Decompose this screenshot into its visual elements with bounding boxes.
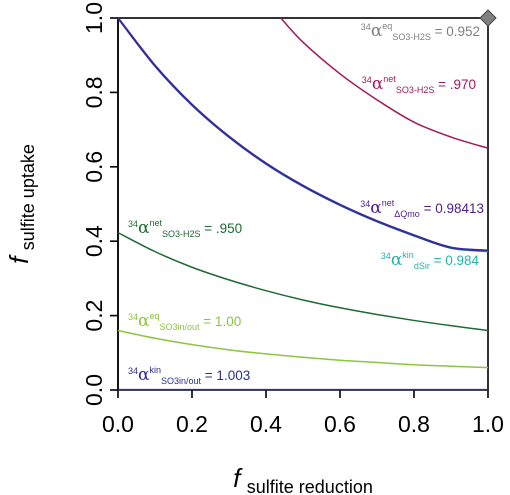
- x-tick-label: 0.6: [324, 411, 356, 437]
- x-tick-label: 0.8: [398, 411, 430, 437]
- annotation-kin-dsir: 34αkindSir = 0.984: [381, 250, 480, 271]
- x-tick-label: 0.0: [102, 411, 134, 437]
- annotation-net-dqmo: 34αnetΔQmo = 0.98413: [360, 198, 484, 219]
- series-line: [117, 329, 489, 369]
- series-line: [117, 17, 489, 253]
- annotation-eq-so3-h2s: 34αeqSO3-H2S = 0.952: [361, 21, 480, 42]
- y-axis-title-sub: sulfite uptake: [18, 144, 38, 250]
- x-axis-title-italic: f: [233, 463, 243, 493]
- x-axis-title: f sulfite reduction: [233, 463, 373, 495]
- x-tick-label: 0.4: [250, 411, 282, 437]
- annotation-kin-so3-in-out: 34αkinSO3in/out = 1.003: [128, 365, 250, 386]
- x-axis-title-sub: sulfite reduction: [247, 477, 373, 495]
- series-line: [117, 17, 489, 252]
- y-axis: 0.0 0.2 0.4 0.6 0.8 1.0: [81, 2, 118, 406]
- series-line: [117, 231, 489, 332]
- y-axis-title-italic: f: [4, 254, 34, 264]
- y-tick-label: 0.6: [81, 151, 107, 183]
- marker-layer: [479, 9, 497, 27]
- series-line: [280, 17, 489, 149]
- x-tick-label: 0.2: [176, 411, 208, 437]
- series-layer: [117, 17, 489, 391]
- annotation-net-so3-h2s-950: 34αnetSO3-H2S = .950: [128, 218, 242, 239]
- x-tick-label: 1.0: [472, 411, 504, 437]
- y-tick-label: 0.0: [81, 374, 107, 406]
- y-tick-label: 1.0: [81, 2, 107, 34]
- y-tick-label: 0.4: [81, 225, 107, 257]
- y-tick-label: 0.2: [81, 300, 107, 332]
- x-axis: 0.0 0.2 0.4 0.6 0.8 1.0: [102, 390, 504, 437]
- annotation-net-so3-h2s-970: 34αnetSO3-H2S = .970: [362, 74, 476, 95]
- diamond-marker: [479, 9, 497, 27]
- y-tick-label: 0.8: [81, 76, 107, 108]
- annotation-eq-so3-in-out: 34αeqSO3in/out = 1.00: [128, 311, 241, 332]
- y-axis-title: f sulfite uptake: [4, 144, 38, 264]
